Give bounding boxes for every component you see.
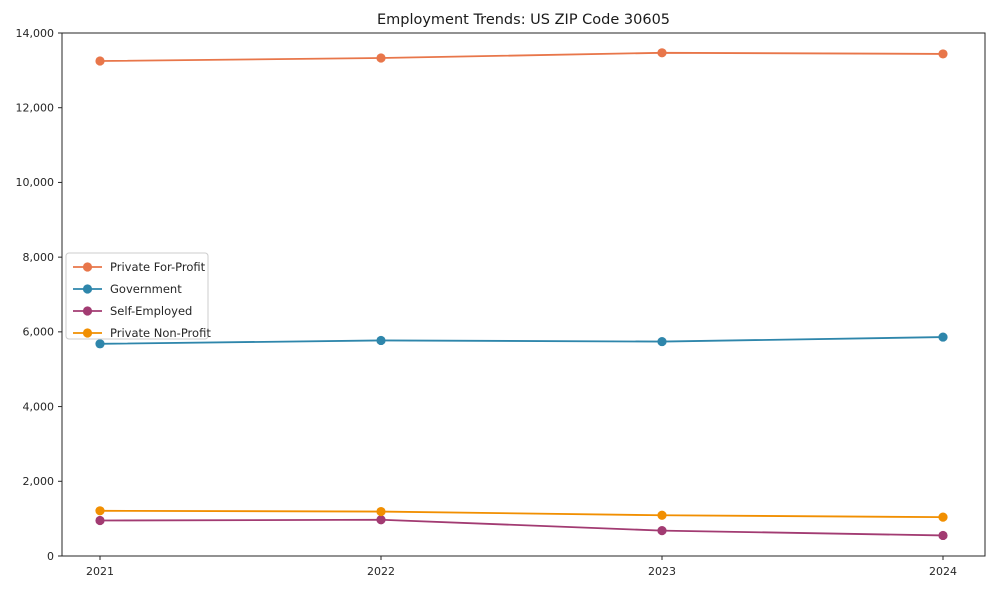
series-line-private-for-profit bbox=[99, 51, 944, 62]
data-point bbox=[95, 506, 105, 516]
data-point bbox=[657, 336, 667, 347]
data-point bbox=[938, 512, 948, 522]
data-point bbox=[938, 530, 948, 541]
legend-box bbox=[65, 252, 209, 340]
data-point bbox=[95, 339, 105, 349]
data-point bbox=[938, 332, 948, 342]
data-point bbox=[938, 49, 948, 59]
legend-marker-icon bbox=[82, 306, 93, 316]
series-line-private-non-profit bbox=[99, 509, 944, 519]
legend-marker-icon bbox=[82, 328, 93, 338]
y-tick-label: 10,000 bbox=[16, 176, 55, 189]
data-point bbox=[376, 53, 386, 63]
legend-label: Self-Employed bbox=[110, 304, 192, 318]
x-tick-label: 2024 bbox=[929, 565, 957, 578]
data-point bbox=[95, 515, 105, 526]
y-tick-label: 8,000 bbox=[23, 251, 55, 264]
legend-label: Private Non-Profit bbox=[110, 326, 211, 340]
data-point bbox=[657, 510, 667, 520]
data-point bbox=[95, 56, 105, 66]
chart-title: Employment Trends: US ZIP Code 30605 bbox=[376, 12, 671, 28]
x-tick-label: 2022 bbox=[367, 565, 395, 578]
data-point bbox=[376, 335, 386, 346]
legend-label: Government bbox=[110, 282, 182, 296]
plot-border bbox=[61, 32, 986, 557]
y-tick-label: 14,000 bbox=[16, 27, 55, 40]
legend-marker-icon bbox=[82, 284, 93, 294]
data-point bbox=[376, 515, 386, 525]
legend-marker-icon bbox=[82, 262, 93, 272]
x-tick-label: 2021 bbox=[86, 565, 114, 578]
y-tick-label: 2,000 bbox=[23, 475, 55, 488]
data-point bbox=[376, 506, 386, 517]
legend-label: Private For-Profit bbox=[110, 260, 206, 274]
x-tick-label: 2023 bbox=[648, 565, 676, 578]
y-tick-label: 0 bbox=[47, 550, 54, 563]
y-tick-label: 6,000 bbox=[23, 326, 55, 339]
series-line-self-employed bbox=[99, 518, 944, 537]
series-line-government bbox=[99, 336, 944, 345]
y-tick-label: 4,000 bbox=[23, 400, 55, 413]
y-tick-label: 12,000 bbox=[16, 102, 55, 115]
data-point bbox=[657, 48, 667, 58]
data-point bbox=[657, 525, 667, 536]
